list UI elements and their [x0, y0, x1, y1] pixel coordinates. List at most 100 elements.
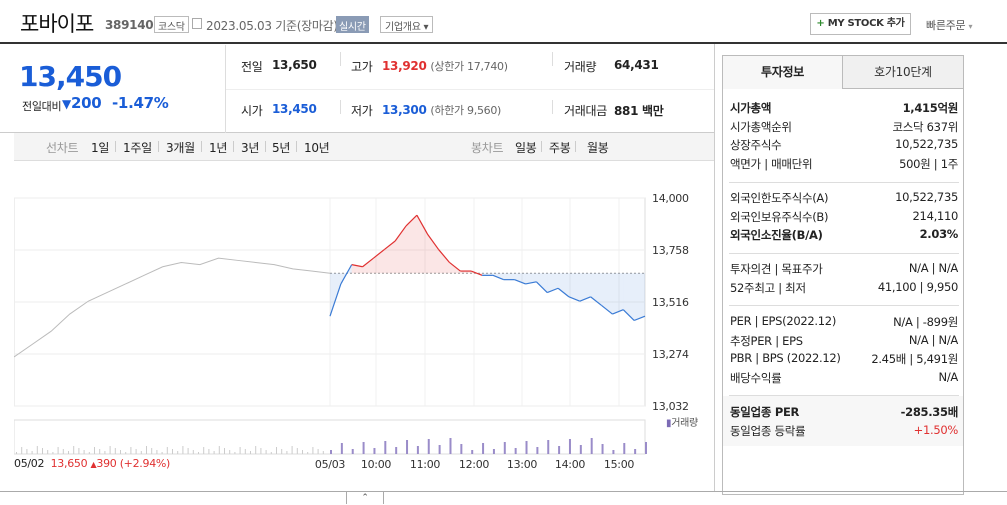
volume-bar	[634, 449, 637, 454]
low-price: 13,300	[382, 103, 427, 117]
quick-order-button[interactable]: 빠른주문 ▾	[926, 17, 972, 33]
separator	[115, 141, 116, 152]
volume-bar	[109, 446, 111, 454]
volume-bar	[340, 443, 343, 454]
prev-close-value: 13,650	[272, 58, 317, 72]
volume-bar	[291, 446, 293, 454]
prev-day-summary: 05/02 13,650 ▲390 (+2.94%)	[14, 457, 170, 470]
divider	[340, 100, 341, 114]
line-segment	[340, 264, 353, 285]
invest-row-value: 10,522,735	[895, 190, 958, 204]
divider	[729, 305, 959, 306]
volume-bar	[177, 451, 179, 454]
volume-bar	[438, 445, 441, 454]
line-segment	[449, 261, 461, 272]
separator	[575, 141, 576, 152]
stock-code: 389140	[105, 18, 154, 32]
volume-bar	[322, 451, 324, 454]
period-3m[interactable]: 3개월	[166, 141, 195, 155]
volume-bar	[296, 448, 298, 454]
period-1y[interactable]: 1년	[209, 141, 228, 155]
line-chart-label: 선차트	[46, 141, 79, 155]
volume-bar	[623, 443, 626, 454]
line-segment	[416, 214, 429, 235]
candle-monthly[interactable]: 월봉	[587, 141, 609, 155]
company-overview-label: 기업개요	[385, 22, 421, 33]
invest-row-label: 배당수익률	[730, 370, 782, 385]
open-value: 13,450	[272, 102, 317, 116]
high-price: 13,920	[382, 59, 427, 73]
area-segment	[416, 215, 428, 274]
invest-row-value: N/A | -899원	[893, 315, 958, 329]
today-series	[329, 214, 646, 322]
volume-bar	[373, 448, 376, 454]
price-chart[interactable]: 14,000 13,758 13,516 13,274 13,032 05/03 10:0…	[14, 190, 714, 490]
amount-number: 881	[614, 104, 639, 118]
x-tick-label: 15:00	[604, 458, 635, 471]
volume-bar	[351, 449, 354, 454]
line-segment	[535, 281, 548, 293]
volume-bar	[156, 450, 158, 454]
invest-row: 시가총액 1,415억원	[730, 100, 958, 118]
period-3y[interactable]: 3년	[241, 141, 260, 155]
volume-bar	[239, 447, 241, 454]
y-tick-label: 13,758	[652, 244, 689, 257]
tab-order-book[interactable]: 호가10단계	[843, 56, 963, 89]
period-1d[interactable]: 1일	[91, 141, 110, 155]
down-triangle-icon: ▼	[62, 97, 71, 111]
line-segment	[427, 234, 440, 250]
volume-bar	[151, 448, 153, 454]
volume-bar	[140, 451, 142, 454]
volume-bar	[83, 450, 85, 454]
volume-bar	[255, 446, 257, 454]
high-label: 고가	[351, 60, 373, 74]
volume-bar	[130, 447, 132, 454]
volume-bar	[395, 447, 398, 454]
candle-daily[interactable]: 일봉	[515, 141, 537, 155]
candle-weekly[interactable]: 주봉	[549, 141, 571, 155]
line-segment	[383, 240, 396, 251]
line-segment	[362, 257, 374, 268]
tab-invest-info[interactable]: 투자정보	[723, 56, 843, 89]
area-segment	[547, 273, 559, 293]
add-mystock-button[interactable]: + MY STOCK 추가	[810, 13, 911, 35]
volume-bar	[78, 448, 80, 454]
invest-row-value: -285.35배	[900, 405, 959, 419]
x-tick-label: 14:00	[555, 458, 586, 471]
volume-bar	[568, 439, 571, 454]
volume-bar	[250, 451, 251, 454]
x-tick-label: 05/03	[315, 458, 346, 471]
separator	[233, 141, 234, 152]
line-segment	[547, 287, 559, 294]
volume-bar	[362, 442, 365, 454]
line-segment	[514, 279, 526, 285]
area-segment	[330, 273, 341, 317]
volume-bar	[52, 452, 54, 454]
quick-order-label: 빠른주문	[926, 19, 966, 32]
stock-header	[0, 0, 1007, 44]
invest-row-value: 1,415억원	[902, 101, 959, 115]
area-segment	[503, 273, 515, 280]
period-10y[interactable]: 10년	[304, 141, 330, 155]
volume-bar	[330, 450, 332, 454]
line-segment	[633, 315, 646, 322]
volume-bar	[579, 445, 582, 454]
line-segment	[568, 296, 581, 302]
volume-bar	[525, 441, 528, 454]
period-5y[interactable]: 5년	[272, 141, 291, 155]
company-overview-button[interactable]: 기업개요 ▾	[380, 16, 434, 33]
separator	[158, 141, 159, 152]
volume-bar	[307, 452, 309, 454]
volume-bar	[73, 446, 75, 454]
high-value: 13,920 (상한가 17,740)	[382, 58, 508, 74]
separator	[541, 141, 542, 152]
volume-bar	[62, 449, 64, 454]
volume-bar	[276, 447, 277, 454]
area-segment	[536, 273, 548, 293]
period-1w[interactable]: 1주일	[123, 141, 152, 155]
chevron-up-icon[interactable]: ⌃	[346, 491, 384, 504]
invest-info-panel	[722, 55, 964, 495]
area-segment	[362, 258, 374, 274]
x-tick-label: 11:00	[410, 458, 441, 471]
realtime-badge[interactable]: 실시간	[336, 16, 369, 33]
